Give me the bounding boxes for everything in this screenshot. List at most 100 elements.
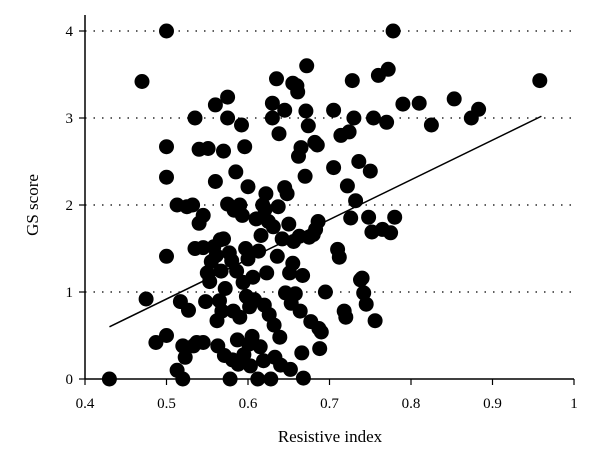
data-point [148, 335, 164, 350]
data-point [269, 71, 284, 87]
y-axis-title: GS score [23, 174, 42, 236]
data-point [272, 329, 288, 345]
data-point [295, 370, 311, 386]
data-point [207, 97, 223, 113]
data-point [216, 143, 231, 159]
data-point [265, 219, 281, 235]
data-point [181, 302, 196, 318]
data-point [344, 73, 360, 89]
data-point [281, 216, 297, 232]
data-point [285, 255, 301, 271]
data-point [290, 84, 306, 100]
data-point [251, 243, 267, 259]
y-tick-label: 3 [66, 111, 74, 127]
data-point [341, 124, 357, 140]
trend-line [109, 115, 542, 328]
data-point [312, 341, 328, 357]
data-point [259, 265, 275, 281]
data-point [187, 110, 203, 126]
data-point [274, 231, 290, 247]
data-point [202, 274, 218, 290]
data-point [195, 335, 211, 350]
data-point [383, 225, 399, 241]
data-point [175, 338, 191, 354]
data-point [159, 169, 174, 185]
data-point [346, 110, 362, 126]
data-point [300, 118, 316, 134]
data-point [282, 361, 298, 377]
data-point [387, 209, 403, 225]
data-point [214, 303, 230, 319]
data-point [380, 61, 396, 77]
data-point [245, 269, 261, 285]
data-point [361, 209, 377, 225]
x-tick-label: 0.8 [402, 396, 421, 412]
data-point [195, 207, 211, 223]
data-point [362, 163, 378, 179]
x-axis-title: Resistive index [278, 427, 383, 446]
data-point [228, 164, 244, 180]
data-point [326, 160, 342, 176]
data-point [237, 139, 253, 155]
data-point [263, 371, 279, 387]
scatter-points [101, 23, 548, 387]
data-point [138, 291, 154, 307]
data-point [471, 101, 487, 117]
data-point [264, 95, 280, 111]
data-point [234, 207, 250, 223]
data-point [348, 193, 364, 209]
data-point [159, 248, 174, 264]
data-point [532, 73, 548, 89]
data-point [298, 103, 314, 119]
data-point [244, 328, 260, 344]
data-point [269, 248, 285, 264]
data-point [229, 332, 245, 348]
data-point [248, 211, 264, 227]
data-point [257, 201, 273, 217]
data-point [293, 140, 309, 156]
y-tick-label: 1 [66, 285, 74, 301]
data-point [310, 214, 326, 229]
data-point [356, 285, 372, 301]
data-point [159, 328, 174, 343]
data-point [294, 345, 310, 361]
data-point [240, 179, 256, 195]
data-point [270, 199, 286, 215]
data-point [185, 197, 201, 213]
data-point [177, 349, 193, 365]
data-point [256, 353, 271, 369]
y-tick-label: 0 [66, 372, 74, 388]
data-point [446, 91, 462, 107]
data-point [358, 296, 374, 312]
data-point [326, 102, 342, 118]
data-point [200, 141, 216, 156]
data-point [343, 210, 359, 226]
data-point [379, 114, 395, 130]
data-point [331, 249, 347, 265]
data-point [159, 23, 174, 39]
data-point [134, 74, 150, 89]
data-point [217, 281, 233, 296]
data-point [313, 324, 329, 340]
data-point [287, 286, 303, 302]
data-point [101, 371, 117, 387]
data-point [338, 309, 354, 325]
data-point [208, 248, 224, 263]
data-point [299, 58, 315, 74]
data-point [207, 174, 223, 189]
data-point [266, 317, 282, 333]
data-point [277, 102, 293, 118]
data-point [252, 339, 268, 355]
data-point [295, 268, 311, 283]
x-tick-label: 0.4 [76, 396, 95, 412]
x-tick-label: 0.9 [483, 396, 502, 412]
data-point [253, 228, 269, 243]
data-point [279, 186, 295, 202]
data-point [385, 23, 401, 39]
y-ticks: 0 1 2 3 4 [66, 24, 85, 388]
data-point [351, 154, 367, 169]
data-point [339, 178, 355, 194]
data-point [220, 89, 236, 105]
data-point [175, 371, 191, 387]
data-point [317, 284, 333, 300]
